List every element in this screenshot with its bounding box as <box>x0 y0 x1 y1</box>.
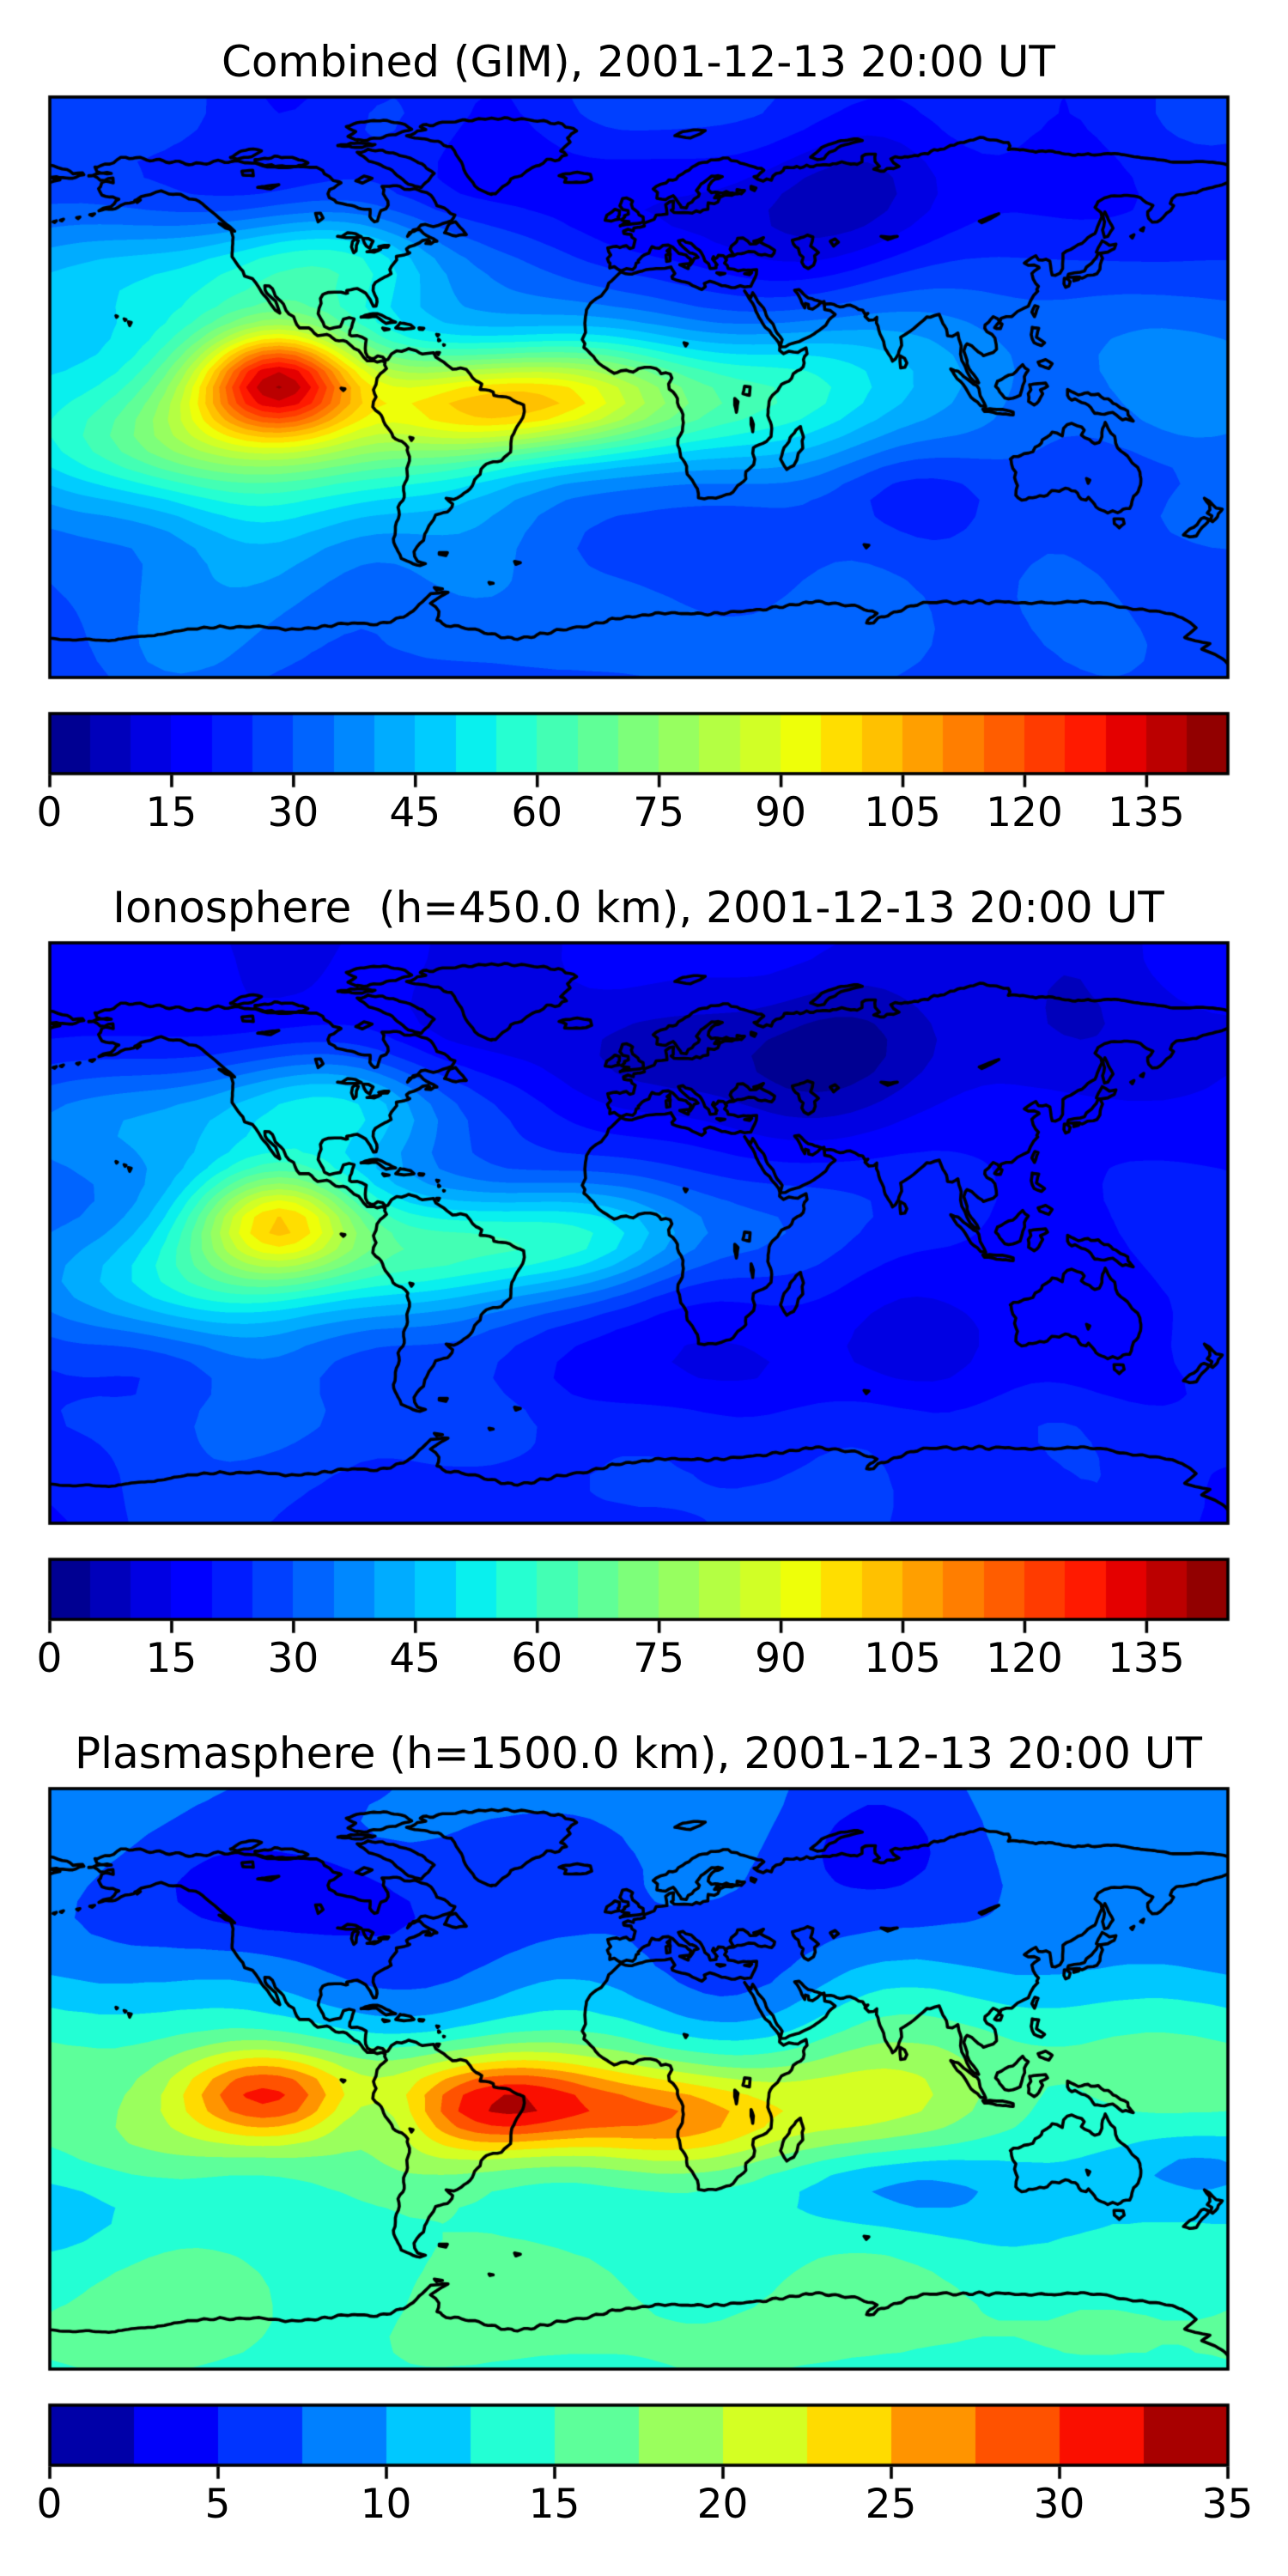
colorbar-tick-label: 60 <box>511 789 563 836</box>
panel-ionosphere: Ionosphere (h=450.0 km), 2001-12-13 20:0… <box>0 846 1288 1692</box>
colorbar-tick-label: 15 <box>145 1635 197 1682</box>
colorbar-tick-label: 105 <box>864 789 941 836</box>
colorbar-tick-label: 105 <box>864 1635 941 1682</box>
colorbar-ticklabels-ionosphere: 0 15 30 45 60 75 90 105 120 135 <box>0 846 1288 1692</box>
colorbar-tick-label: 0 <box>36 789 63 836</box>
colorbar-tick-label: 10 <box>360 2481 412 2528</box>
colorbar-tick-label: 120 <box>986 1635 1063 1682</box>
panel-combined: Combined (GIM), 2001-12-13 20:00 UT 0 15 3… <box>0 0 1288 846</box>
map-plasmasphere <box>46 1784 1231 2372</box>
colorbar-tick-label: 30 <box>1033 2481 1085 2528</box>
panel-title-ionosphere: Ionosphere (h=450.0 km), 2001-12-13 20:0… <box>112 883 1164 933</box>
colorbar-tick-label: 0 <box>36 2481 63 2528</box>
colorbar-tick-label: 90 <box>755 789 806 836</box>
panel-title-plasmasphere: Plasmasphere (h=1500.0 km), 2001-12-13 2… <box>75 1728 1202 1778</box>
map-ionosphere <box>46 939 1231 1527</box>
colorbar-tick-label: 60 <box>511 1635 563 1682</box>
colorbar-tick-label: 25 <box>865 2481 917 2528</box>
colorbar-tick-label: 35 <box>1201 2481 1254 2528</box>
colorbar-tick-label: 75 <box>633 789 685 836</box>
colorbar-tick-label: 135 <box>1108 789 1185 836</box>
colorbar-tick-label: 135 <box>1108 1635 1185 1682</box>
colorbar-tick-label: 45 <box>389 789 441 836</box>
colorbar-tick-label: 90 <box>755 1635 806 1682</box>
map-combined <box>46 93 1231 681</box>
colorbar-tick-label: 0 <box>36 1635 63 1682</box>
colorbar-plasmasphere <box>46 2402 1231 2484</box>
colorbar-tick-label: 75 <box>633 1635 685 1682</box>
colorbar-tick-label: 45 <box>389 1635 441 1682</box>
colorbar-tick-label: 15 <box>145 789 197 836</box>
colorbar-tick-label: 15 <box>528 2481 580 2528</box>
colorbar-tick-label: 5 <box>204 2481 231 2528</box>
colorbar-tick-label: 20 <box>696 2481 749 2528</box>
colorbar-ticklabels-plasmasphere: 0 5 10 15 20 25 30 35 <box>0 1692 1288 2537</box>
colorbar-ticklabels-combined: 0 15 30 45 60 75 90 105 120 135 <box>0 0 1288 846</box>
colorbar-combined <box>46 710 1231 793</box>
colorbar-ionosphere <box>46 1556 1231 1638</box>
colorbar-tick-label: 30 <box>267 1635 319 1682</box>
panel-plasmasphere: Plasmasphere (h=1500.0 km), 2001-12-13 2… <box>0 1692 1288 2537</box>
colorbar-tick-label: 120 <box>986 789 1063 836</box>
panel-title-combined: Combined (GIM), 2001-12-13 20:00 UT <box>222 37 1055 87</box>
colorbar-tick-label: 30 <box>267 789 319 836</box>
